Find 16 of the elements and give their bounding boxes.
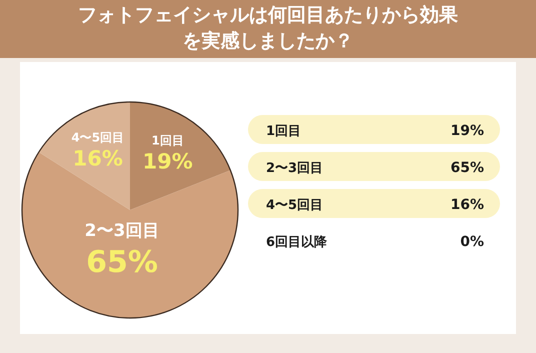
text: 65% xyxy=(450,160,484,176)
slice-label: 4〜5回目 xyxy=(71,130,124,144)
slice-label: 1回目 xyxy=(266,124,302,139)
slice-label: 2〜3回目 xyxy=(84,221,160,241)
slice-label: 2〜3回目 xyxy=(266,161,324,176)
category-label: 6回目以降 xyxy=(266,235,328,250)
text: 19% xyxy=(450,123,484,139)
data-label: 16% xyxy=(72,146,123,170)
chart-title: フォトフェイシャルは何回目あたりから効果を実感しましたか？ xyxy=(77,3,459,54)
pie-slice xyxy=(130,102,230,210)
text: 0% xyxy=(460,234,484,250)
text: 16% xyxy=(450,197,484,213)
data-label: 65% xyxy=(86,245,158,280)
slice-label: 1回目 xyxy=(151,134,184,148)
data-label: 19% xyxy=(142,150,193,174)
category-label: 4〜5回目 xyxy=(266,198,324,213)
